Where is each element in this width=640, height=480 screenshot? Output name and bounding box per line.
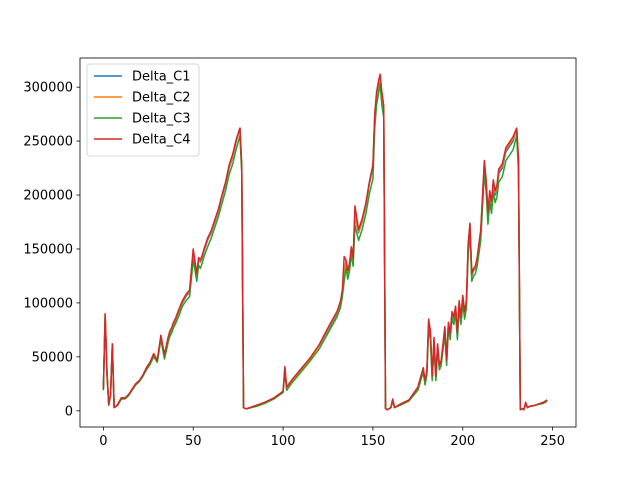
y-tick-label: 0 (65, 404, 73, 419)
y-tick-label: 50000 (32, 350, 73, 365)
y-tick-label: 250000 (23, 135, 73, 150)
x-tick-label: 50 (185, 434, 202, 449)
x-tick-label: 100 (271, 434, 296, 449)
x-tick-label: 200 (450, 434, 475, 449)
legend-label: Delta_C2 (132, 91, 191, 106)
legend-label: Delta_C3 (132, 112, 191, 127)
y-axis: 0 50000 100000 150000 200000 250000 300000 (23, 81, 80, 419)
series-layer (102, 73, 548, 411)
y-tick-label: 300000 (23, 81, 73, 96)
y-tick-label: 200000 (23, 189, 73, 204)
legend-box (86, 63, 200, 157)
x-axis: 0 50 100 150 200 250 (99, 427, 565, 449)
y-tick-label: 150000 (23, 242, 73, 257)
x-tick-label: 150 (361, 434, 386, 449)
x-tick-label: 0 (99, 434, 107, 449)
legend-label: Delta_C1 (132, 70, 191, 85)
x-tick-label: 250 (540, 434, 565, 449)
series-line-3 (102, 83, 548, 411)
y-tick-label: 100000 (23, 296, 73, 311)
legend-label: Delta_C4 (132, 133, 191, 148)
series-line-4 (102, 73, 548, 411)
plot-frame (79, 57, 577, 428)
legend: Delta_C1 Delta_C2 Delta_C3 Delta_C4 (86, 63, 200, 157)
